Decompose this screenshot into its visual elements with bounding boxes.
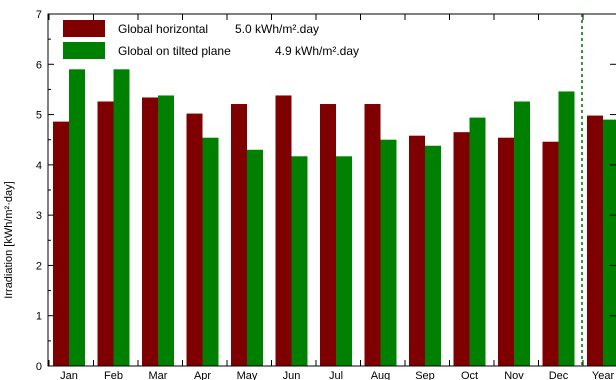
legend: Global horizontal 5.0 kWh/m².day Global on… [63, 20, 359, 59]
bar-horizontal-jun [275, 95, 292, 366]
bar-horizontal-nov [498, 137, 514, 366]
bars-layer [53, 69, 616, 367]
bar-tilted-dec [558, 91, 575, 366]
bar-tilted-year [603, 119, 616, 366]
legend-swatch-horizontal [63, 20, 105, 37]
y-tick-label: 5 [36, 110, 42, 122]
y-tick-label: 2 [36, 260, 42, 272]
y-tick-label: 3 [36, 210, 42, 222]
bar-tilted-apr [202, 137, 219, 366]
x-tick-label-jul: Jul [329, 370, 343, 380]
bar-horizontal-may [231, 104, 247, 367]
bar-horizontal-year [587, 115, 603, 366]
x-tick-label-nov: Nov [504, 370, 524, 380]
legend-value-tilted: 4.9 kWh/m².day [275, 44, 359, 58]
bar-horizontal-jan [53, 121, 69, 367]
x-tick-label-dec: Dec [549, 370, 569, 380]
bar-horizontal-oct [453, 132, 470, 366]
bar-tilted-jun [291, 156, 308, 366]
bar-horizontal-feb [97, 101, 114, 367]
bar-tilted-nov [514, 101, 530, 367]
y-tick-label: 1 [36, 311, 42, 323]
bar-tilted-aug [380, 139, 397, 366]
legend-swatch-tilted [63, 42, 105, 59]
legend-value-horizontal: 5.0 kWh/m².day [235, 22, 319, 36]
y-tick-label: 6 [36, 59, 42, 71]
x-tick-label-oct: Oct [461, 370, 478, 380]
x-tick-label-year: Year [592, 370, 615, 380]
bar-tilted-feb [113, 69, 130, 367]
bar-horizontal-sep [409, 135, 425, 366]
bar-horizontal-mar [142, 97, 158, 366]
bar-tilted-oct [469, 117, 486, 367]
x-tick-label-feb: Feb [104, 370, 123, 380]
x-tick-label-mar: Mar [149, 370, 168, 380]
x-tick-label-may: May [237, 370, 258, 380]
axes-layer: 0 1 2 3 4 5 6 7 Jan Feb Mar Apr May Jun Jul Aug Sep Oct No… [36, 9, 616, 380]
bar-tilted-may [247, 149, 263, 366]
bar-horizontal-dec [542, 141, 559, 366]
y-tick-label: 0 [36, 361, 42, 373]
bar-horizontal-jul [320, 104, 336, 367]
x-tick-label-aug: Aug [371, 370, 391, 380]
bar-tilted-jul [336, 156, 352, 366]
x-tick-label-jan: Jan [60, 370, 78, 380]
bar-horizontal-aug [364, 104, 381, 367]
bar-tilted-sep [425, 145, 441, 366]
y-axis-label: Irradiation [kWh/m²·day] [3, 181, 15, 298]
y-tick-label: 7 [36, 9, 42, 21]
x-tick-label-apr: Apr [194, 370, 211, 380]
x-tick-label-jun: Jun [283, 370, 301, 380]
legend-label-tilted: Global on tilted plane [118, 44, 231, 58]
y-tick-label: 4 [36, 160, 42, 172]
bar-tilted-jan [69, 69, 85, 367]
bar-tilted-mar [158, 95, 174, 366]
legend-label-horizontal: Global horizontal [118, 22, 208, 36]
bar-horizontal-apr [186, 113, 203, 367]
x-tick-label-sep: Sep [415, 370, 435, 380]
